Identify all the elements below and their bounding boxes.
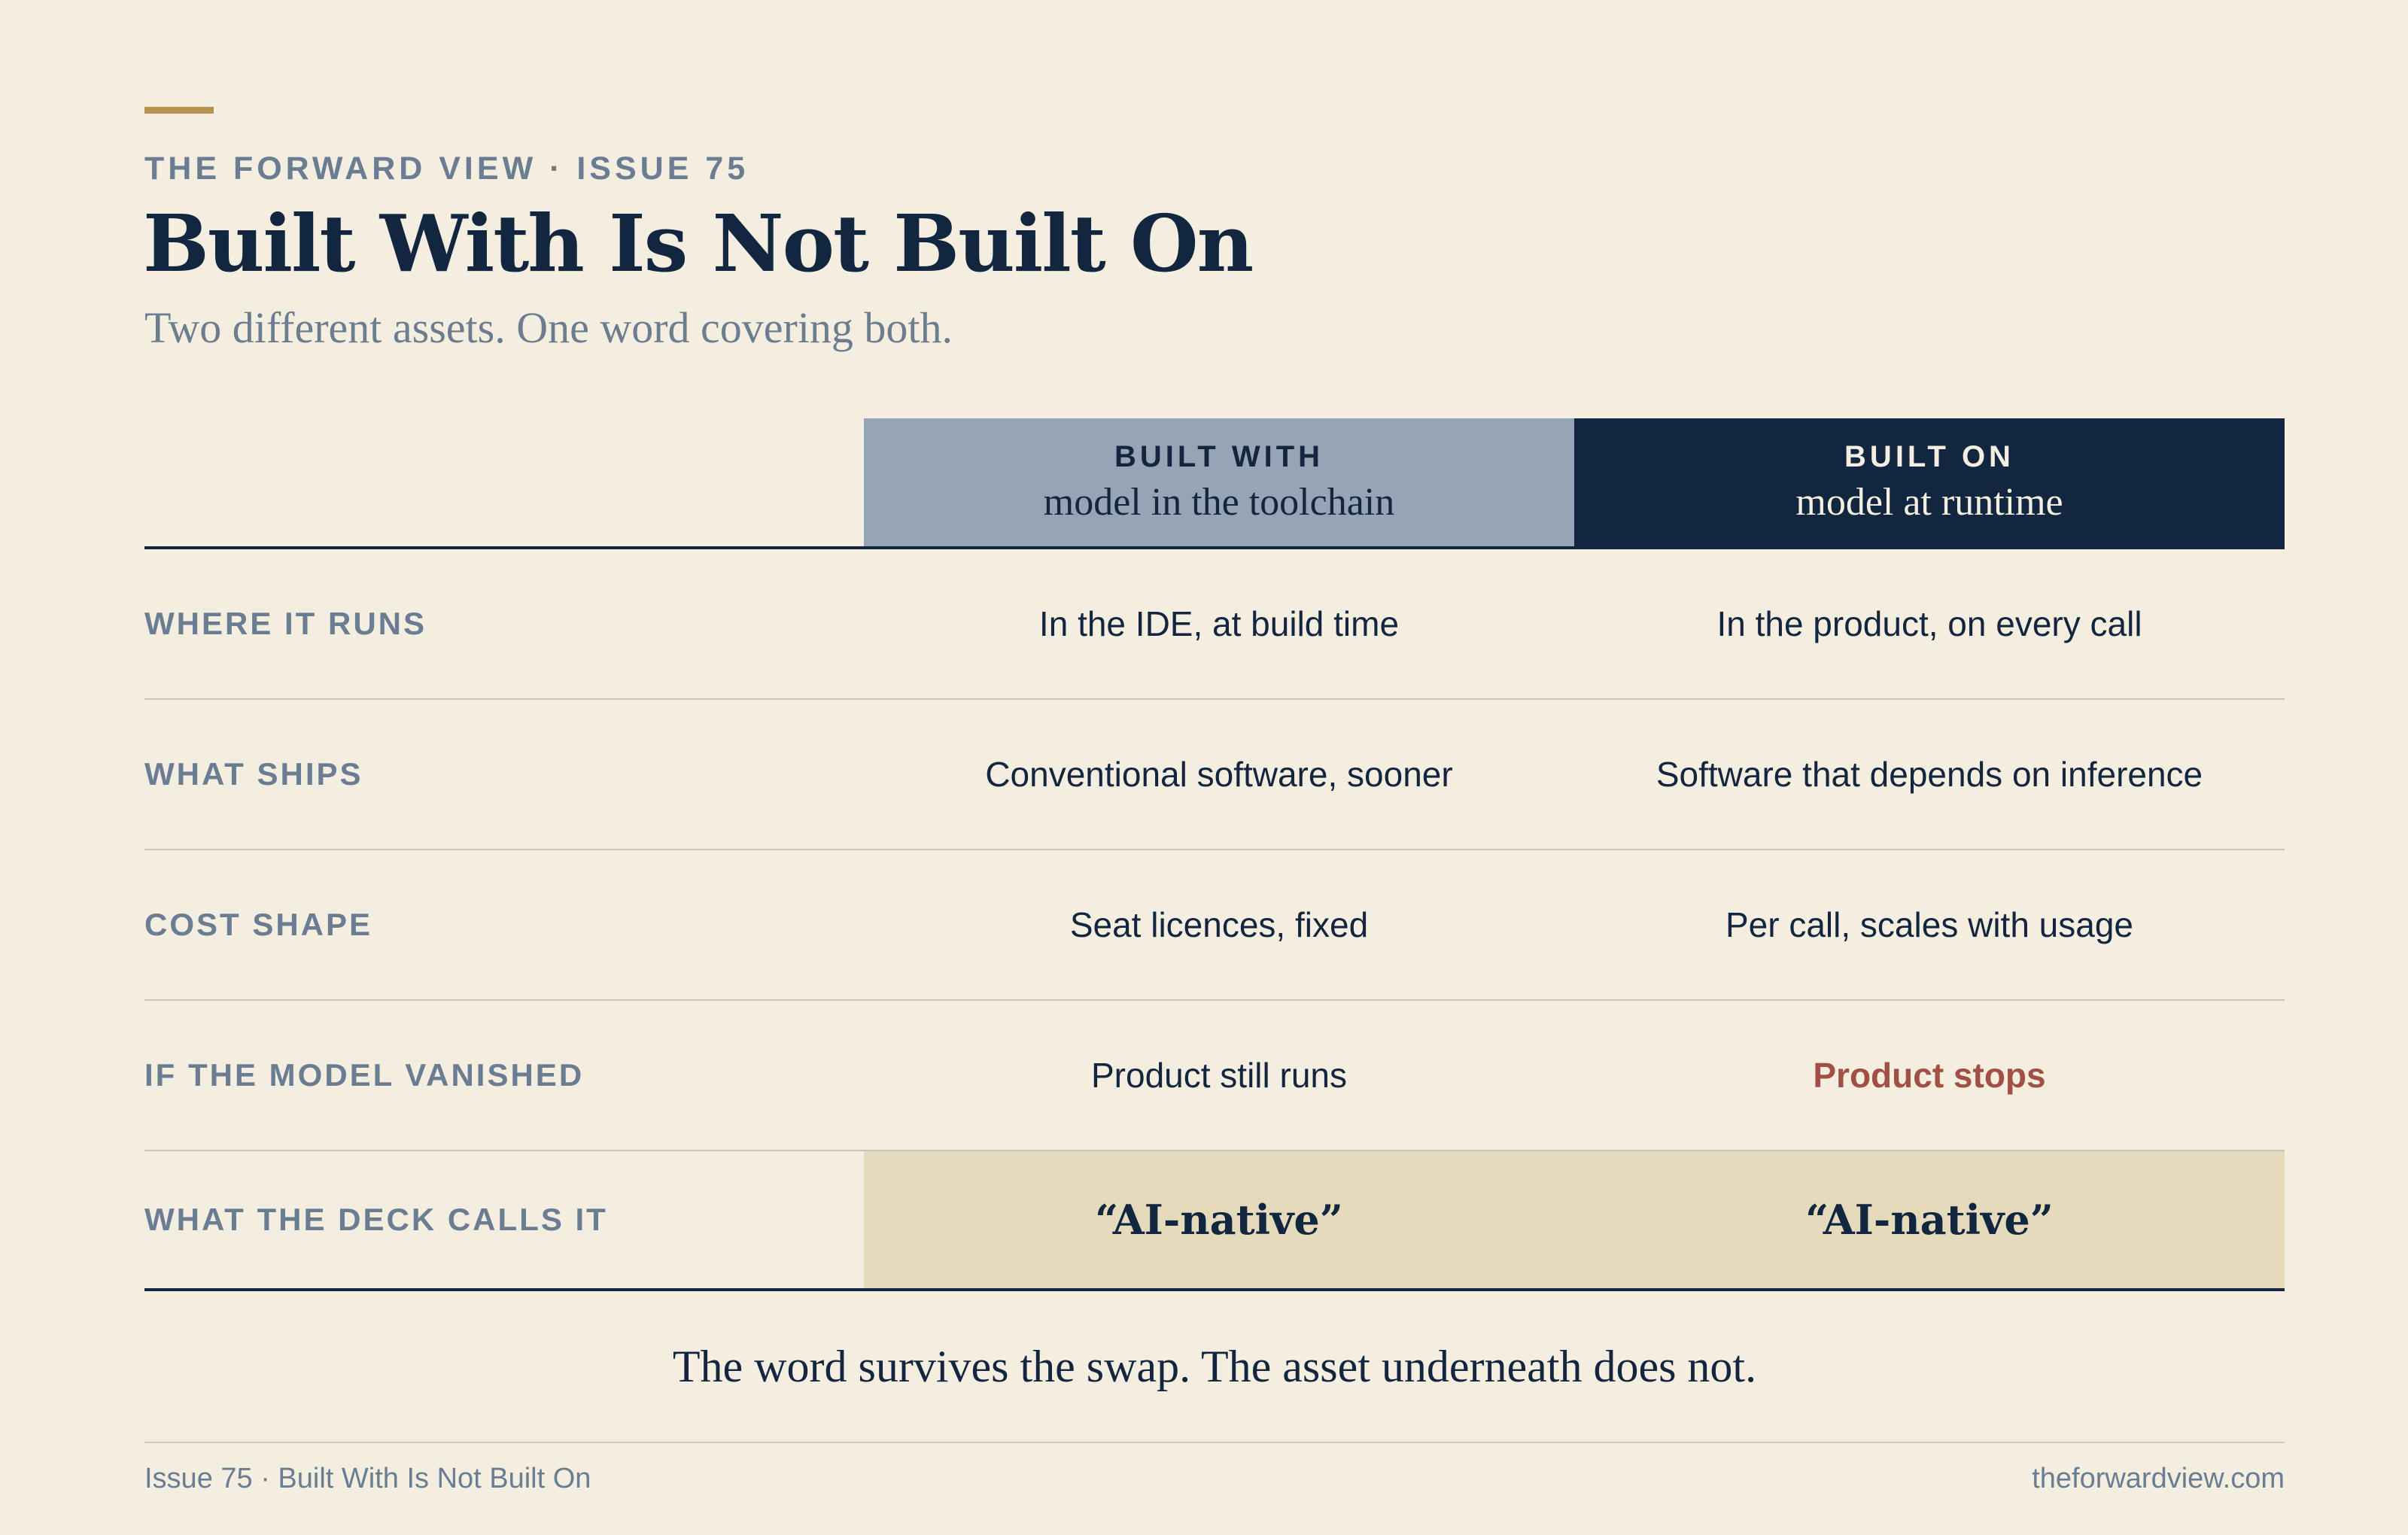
row-label: WHAT SHIPS [144, 756, 363, 792]
table-row-what-ships: WHAT SHIPS Conventional software, sooner… [144, 700, 2285, 850]
column-header-built-on: BUILT ON model at runtime [1574, 418, 2285, 546]
table-row-where-it-runs: WHERE IT RUNS In the IDE, at build time … [144, 549, 2285, 700]
column-header-sub: model in the toolchain [1043, 481, 1395, 524]
column-header-built-with: BUILT WITH model in the toolchain [864, 418, 1574, 546]
column-header-label: BUILT ON [1844, 440, 2014, 473]
cell-built-with: Seat licences, fixed [1069, 905, 1369, 944]
cell-built-with-highlight: “AI-native” [864, 1151, 1574, 1288]
takeaway-quote: The word survives the swap. The asset un… [672, 1342, 1757, 1391]
comparison-table: BUILT WITH model in the toolchain BUILT … [144, 418, 2285, 1291]
row-label: WHERE IT RUNS [144, 606, 427, 641]
row-label: COST SHAPE [144, 907, 373, 942]
table-header-row: BUILT WITH model in the toolchain BUILT … [144, 418, 2285, 549]
cell-built-with: In the IDE, at build time [1038, 604, 1400, 643]
page-subtitle: Two different assets. One word covering … [144, 303, 953, 352]
column-header-sub: model at runtime [1795, 481, 2063, 524]
cell-built-on: Software that depends on inference [1655, 755, 2203, 794]
cell-built-on: Per call, scales with usage [1725, 905, 2134, 944]
footer-site-link[interactable]: theforwardview.com [2032, 1463, 2285, 1494]
page-title: Built With Is Not Built On [143, 197, 1254, 290]
issue-eyebrow: THE FORWARD VIEW · ISSUE 75 [144, 150, 749, 187]
table-row-what-deck-calls-it: WHAT THE DECK CALLS IT “AI-native” “AI-n… [144, 1151, 2285, 1291]
table-row-cost-shape: COST SHAPE Seat licences, fixed Per call… [144, 850, 2285, 1001]
cell-built-with: Conventional software, sooner [985, 755, 1453, 794]
row-label: WHAT THE DECK CALLS IT [144, 1202, 608, 1237]
accent-rule [144, 107, 214, 114]
table-row-if-model-vanished: IF THE MODEL VANISHED Product still runs… [144, 1001, 2285, 1151]
cell-built-with: Product still runs [1090, 1056, 1347, 1095]
cell-built-on: In the product, on every call [1716, 604, 2142, 643]
column-header-label: BUILT WITH [1114, 440, 1324, 473]
row-label: IF THE MODEL VANISHED [144, 1057, 585, 1093]
footer-divider [144, 1442, 2285, 1443]
cell-built-on-highlight: “AI-native” [1574, 1151, 2285, 1288]
cell-built-on-warning: Product stops [1813, 1056, 2046, 1095]
footer-issue-label: Issue 75 · Built With Is Not Built On [144, 1463, 591, 1494]
